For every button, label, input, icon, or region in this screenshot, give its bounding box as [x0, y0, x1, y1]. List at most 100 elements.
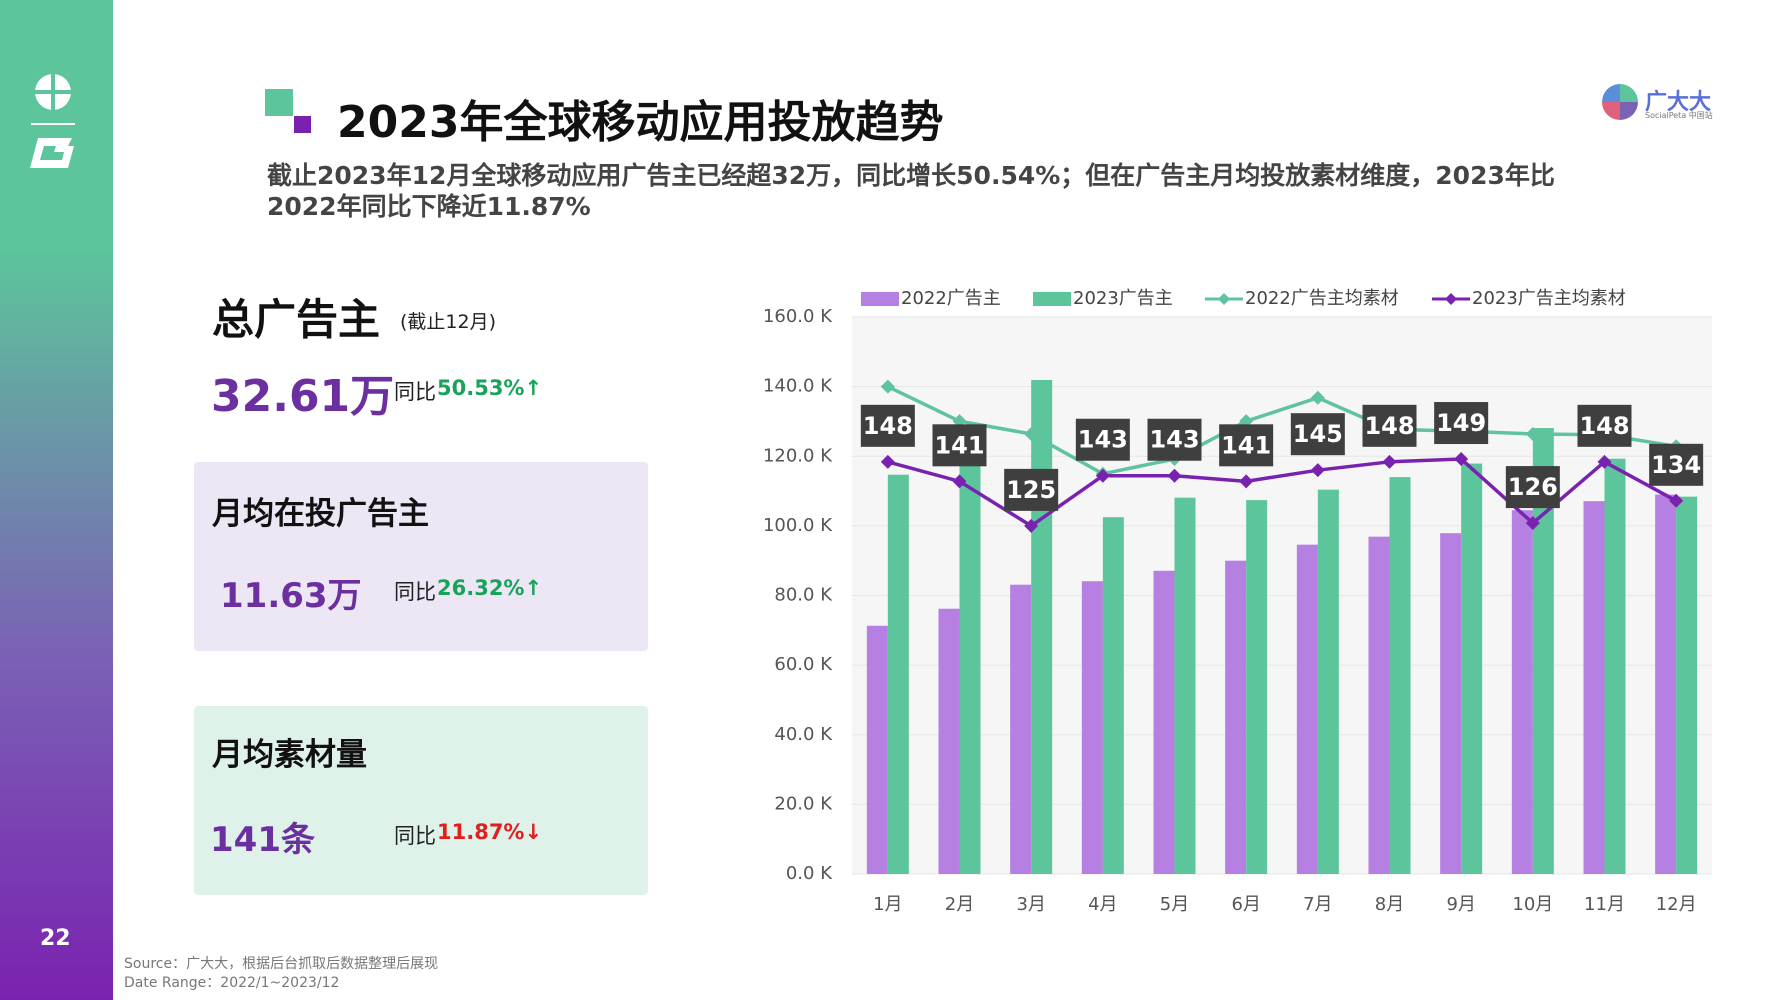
- bar: [1153, 570, 1175, 874]
- kpi-note: (截止12月): [400, 311, 497, 333]
- legend-label: 2023广告主均素材: [1472, 288, 1626, 309]
- data-label: 145: [1293, 420, 1343, 448]
- data-label: 148: [863, 412, 913, 440]
- kpi-yoy: 50.53%↑: [437, 376, 543, 400]
- data-label-box: [1434, 402, 1489, 445]
- legend-swatch: [1033, 292, 1071, 306]
- side-logo: [30, 74, 75, 168]
- point: [1597, 454, 1612, 469]
- bar: [1583, 501, 1605, 874]
- data-label: 143: [1149, 426, 1199, 454]
- data-label-box: [1649, 443, 1704, 486]
- bar: [938, 608, 960, 874]
- bar: [1246, 500, 1268, 874]
- bar: [1296, 544, 1318, 874]
- y-tick-label: 160.0 K: [763, 306, 833, 327]
- bar: [1389, 477, 1411, 874]
- x-tick-label: 9月: [1446, 894, 1475, 915]
- y-tick-label: 100.0 K: [763, 515, 833, 536]
- kpi-title: 月均素材量: [212, 737, 367, 773]
- y-tick-label: 40.0 K: [774, 724, 833, 745]
- title: 2023年全球移动应用投放趋势: [337, 97, 944, 148]
- y-tick-label: 60.0 K: [774, 654, 833, 675]
- x-tick-label: 12月: [1656, 894, 1697, 915]
- kpi-title: 月均在投广告主: [212, 496, 429, 532]
- x-tick-label: 6月: [1231, 894, 1260, 915]
- legend-swatch: [1445, 293, 1457, 305]
- kpi-value: 11.63万: [220, 576, 362, 616]
- bar: [1174, 497, 1196, 874]
- point: [1024, 518, 1039, 533]
- x-tick-label: 8月: [1375, 894, 1404, 915]
- data-label: 148: [1364, 412, 1414, 440]
- bar: [1461, 463, 1483, 874]
- brand-name: 广大大: [1645, 90, 1712, 115]
- x-tick-label: 10月: [1512, 894, 1553, 915]
- bar: [1031, 380, 1053, 874]
- bar: [1081, 581, 1103, 874]
- bar: [1102, 517, 1124, 874]
- kpi-yoy: 11.87%↓: [437, 820, 543, 844]
- x-tick-label: 3月: [1016, 894, 1045, 915]
- data-label: 143: [1078, 426, 1128, 454]
- point: [1024, 426, 1039, 441]
- line: [887, 457, 1678, 528]
- title-deco: [265, 89, 293, 116]
- legend-label: 2023广告主: [1073, 288, 1173, 309]
- bar: [1368, 536, 1390, 874]
- bar: [1655, 494, 1677, 874]
- bar: [1604, 458, 1626, 874]
- data-label: 149: [1436, 409, 1486, 437]
- kpi-title: 总广告主: [212, 295, 381, 344]
- point: [1525, 426, 1540, 441]
- data-label-box: [860, 404, 915, 447]
- data-label: 141: [1221, 431, 1271, 459]
- point: [1310, 463, 1325, 478]
- y-tick-label: 80.0 K: [774, 585, 833, 606]
- page-number: 22: [40, 926, 71, 951]
- data-label: 126: [1508, 473, 1558, 501]
- point: [880, 379, 895, 394]
- x-tick-label: 4月: [1088, 894, 1117, 915]
- bar: [1676, 496, 1698, 874]
- data-label-box: [1505, 466, 1560, 509]
- kpi-yoy-label: 同比: [394, 824, 436, 848]
- y-tick-label: 0.0 K: [786, 863, 833, 884]
- bar: [1225, 560, 1247, 874]
- data-label: 125: [1006, 476, 1056, 504]
- bar: [887, 474, 909, 874]
- kpi-yoy: 26.32%↑: [437, 576, 543, 600]
- point: [1310, 390, 1325, 405]
- point: [1382, 454, 1397, 469]
- bar: [1532, 428, 1554, 874]
- point: [1525, 516, 1540, 531]
- kpi-yoy-label: 同比: [394, 580, 436, 604]
- data-label-box: [1075, 418, 1130, 461]
- kpi-card: [194, 462, 648, 651]
- point: [1454, 452, 1469, 467]
- kpi-card: [194, 706, 648, 895]
- data-label-box: [1004, 468, 1059, 511]
- bar: [959, 452, 981, 874]
- bar: [1440, 533, 1462, 874]
- data-label: 141: [934, 431, 984, 459]
- point: [1167, 468, 1182, 483]
- data-label-box: [932, 424, 987, 467]
- legend-label: 2022广告主均素材: [1245, 288, 1399, 309]
- x-tick-label: 7月: [1303, 894, 1332, 915]
- x-tick-label: 5月: [1160, 894, 1189, 915]
- data-label-box: [1290, 413, 1345, 456]
- subtitle: 截止2023年12月全球移动应用广告主已经超32万，同比增长50.54%；但在广…: [267, 161, 1555, 221]
- y-tick-label: 20.0 K: [774, 793, 833, 814]
- line: [887, 385, 1677, 476]
- data-label: 148: [1579, 412, 1629, 440]
- x-tick-label: 1月: [873, 894, 902, 915]
- brand-sub: SocialPeta 中国站: [1645, 111, 1713, 120]
- brand-logo: [1602, 84, 1638, 120]
- bar: [866, 625, 888, 874]
- data-label-box: [1577, 404, 1632, 447]
- kpi-value: 32.61万: [211, 371, 395, 422]
- bar: [1010, 584, 1032, 874]
